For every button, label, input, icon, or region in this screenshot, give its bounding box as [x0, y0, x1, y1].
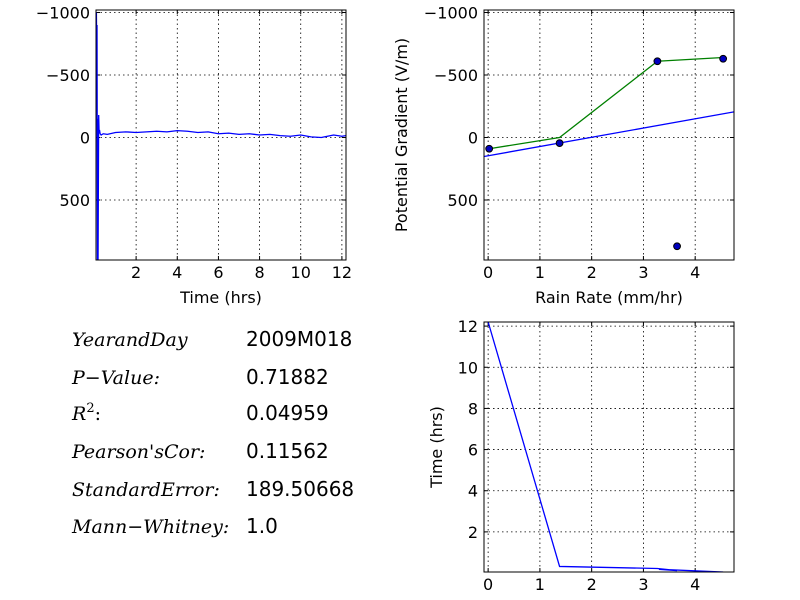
p1-ytick-label-1: −500 [46, 66, 90, 85]
p2-ytick-label-0: −1000 [424, 4, 478, 23]
p3-xtick-label-0: 0 [483, 575, 493, 594]
p2-xtick-label-3: 3 [638, 263, 648, 282]
p2-xtick-label-2: 2 [587, 263, 597, 282]
stat-value-mannwhitney: 1.0 [246, 514, 278, 538]
p1-xtick-label-3: 8 [254, 263, 264, 282]
stat-value-year: 2009M018 [246, 327, 352, 351]
p1-xtick-label-2: 6 [213, 263, 223, 282]
p3-xtick-label-1: 1 [535, 575, 545, 594]
p2-frame [483, 9, 735, 261]
stat-value-pearson: 0.11562 [246, 439, 329, 463]
stat-label-r2-sup: 2 [86, 401, 94, 416]
stat-value-pvalue: 0.71882 [246, 365, 329, 389]
p2-point-3 [673, 242, 681, 251]
p3-series-line-0 [487, 322, 724, 572]
p2-fit-line [484, 111, 734, 158]
p1-ytick-label-3: 500 [59, 191, 90, 210]
p1-ytick-label-0: −1000 [36, 4, 90, 23]
p1-xlabel: Time (hrs) [179, 288, 262, 307]
p3-ytick-label-2: 6 [468, 441, 478, 460]
stat-label-r2: R2: [71, 401, 101, 425]
stat-label-pearson: Pearson'sCor: [71, 441, 205, 463]
p2-point-2 [653, 57, 662, 66]
p1-series-line-0 [96, 12, 346, 260]
p2-xtick-label-0: 0 [483, 263, 493, 282]
p3-plot-area [487, 322, 724, 572]
p2-ytick-label-3: 500 [447, 191, 478, 210]
p2-ytick-label-2: 0 [468, 129, 478, 148]
p3-frame [483, 321, 735, 573]
statistics-table: YearandDay 2009M018 P−Value: 0.71882 R2:… [71, 327, 354, 538]
p2-ytick-label-1: −500 [434, 66, 478, 85]
p1-ytick-label-2: 0 [80, 129, 90, 148]
p3-ytick-label-1: 4 [468, 482, 478, 501]
p3-xtick-label-4: 4 [690, 575, 700, 594]
p1-xtick-label-4: 10 [291, 263, 311, 282]
p1-frame [95, 9, 347, 261]
stat-label-mannwhitney: Mann−Whitney: [71, 516, 229, 538]
stat-label-year: YearandDay [72, 329, 188, 351]
p2-mean-line [489, 56, 724, 150]
p3-ytick-label-5: 12 [458, 317, 478, 336]
stat-label-stderr: StandardError: [72, 479, 220, 501]
p2-point-0 [485, 144, 494, 153]
p2-xtick-label-4: 4 [690, 263, 700, 282]
p3-xtick-label-2: 2 [587, 575, 597, 594]
p3-ytick-label-4: 10 [458, 358, 478, 377]
p1-xtick-label-0: 2 [131, 263, 141, 282]
stat-label-r2-suffix: : [95, 403, 101, 425]
p2-xlabel: Rain Rate (mm/hr) [535, 288, 683, 307]
stat-label-pvalue: P−Value: [71, 367, 160, 389]
p1-xtick-label-1: 4 [172, 263, 182, 282]
p2-ylabel: Potential Gradient (V/m) [392, 38, 411, 232]
p3-ylabel: Time (hrs) [427, 406, 446, 489]
p2-point-1 [555, 139, 564, 148]
p3-ytick-label-3: 8 [468, 399, 478, 418]
p1-xtick-label-5: 12 [332, 263, 352, 282]
p3-ytick-label-0: 2 [468, 523, 478, 542]
stat-value-r2: 0.04959 [246, 401, 329, 425]
time-series-plot: 2 4 6 8 10 12 −1000 −500 0 500 Time (hrs) [36, 4, 352, 308]
p2-point-4 [719, 54, 728, 63]
p2-xtick-label-1: 1 [535, 263, 545, 282]
p1-plot-area [96, 12, 346, 260]
p2-plot-area [484, 54, 734, 251]
rain-rate-scatter-plot: 0 1 2 3 4 −1000 −500 0 500 Rain Rate (mm/hr) Poten… [392, 4, 735, 307]
stat-value-stderr: 189.50668 [246, 477, 354, 501]
p3-xtick-label-3: 3 [638, 575, 648, 594]
stat-label-r2-base: R [71, 403, 86, 425]
